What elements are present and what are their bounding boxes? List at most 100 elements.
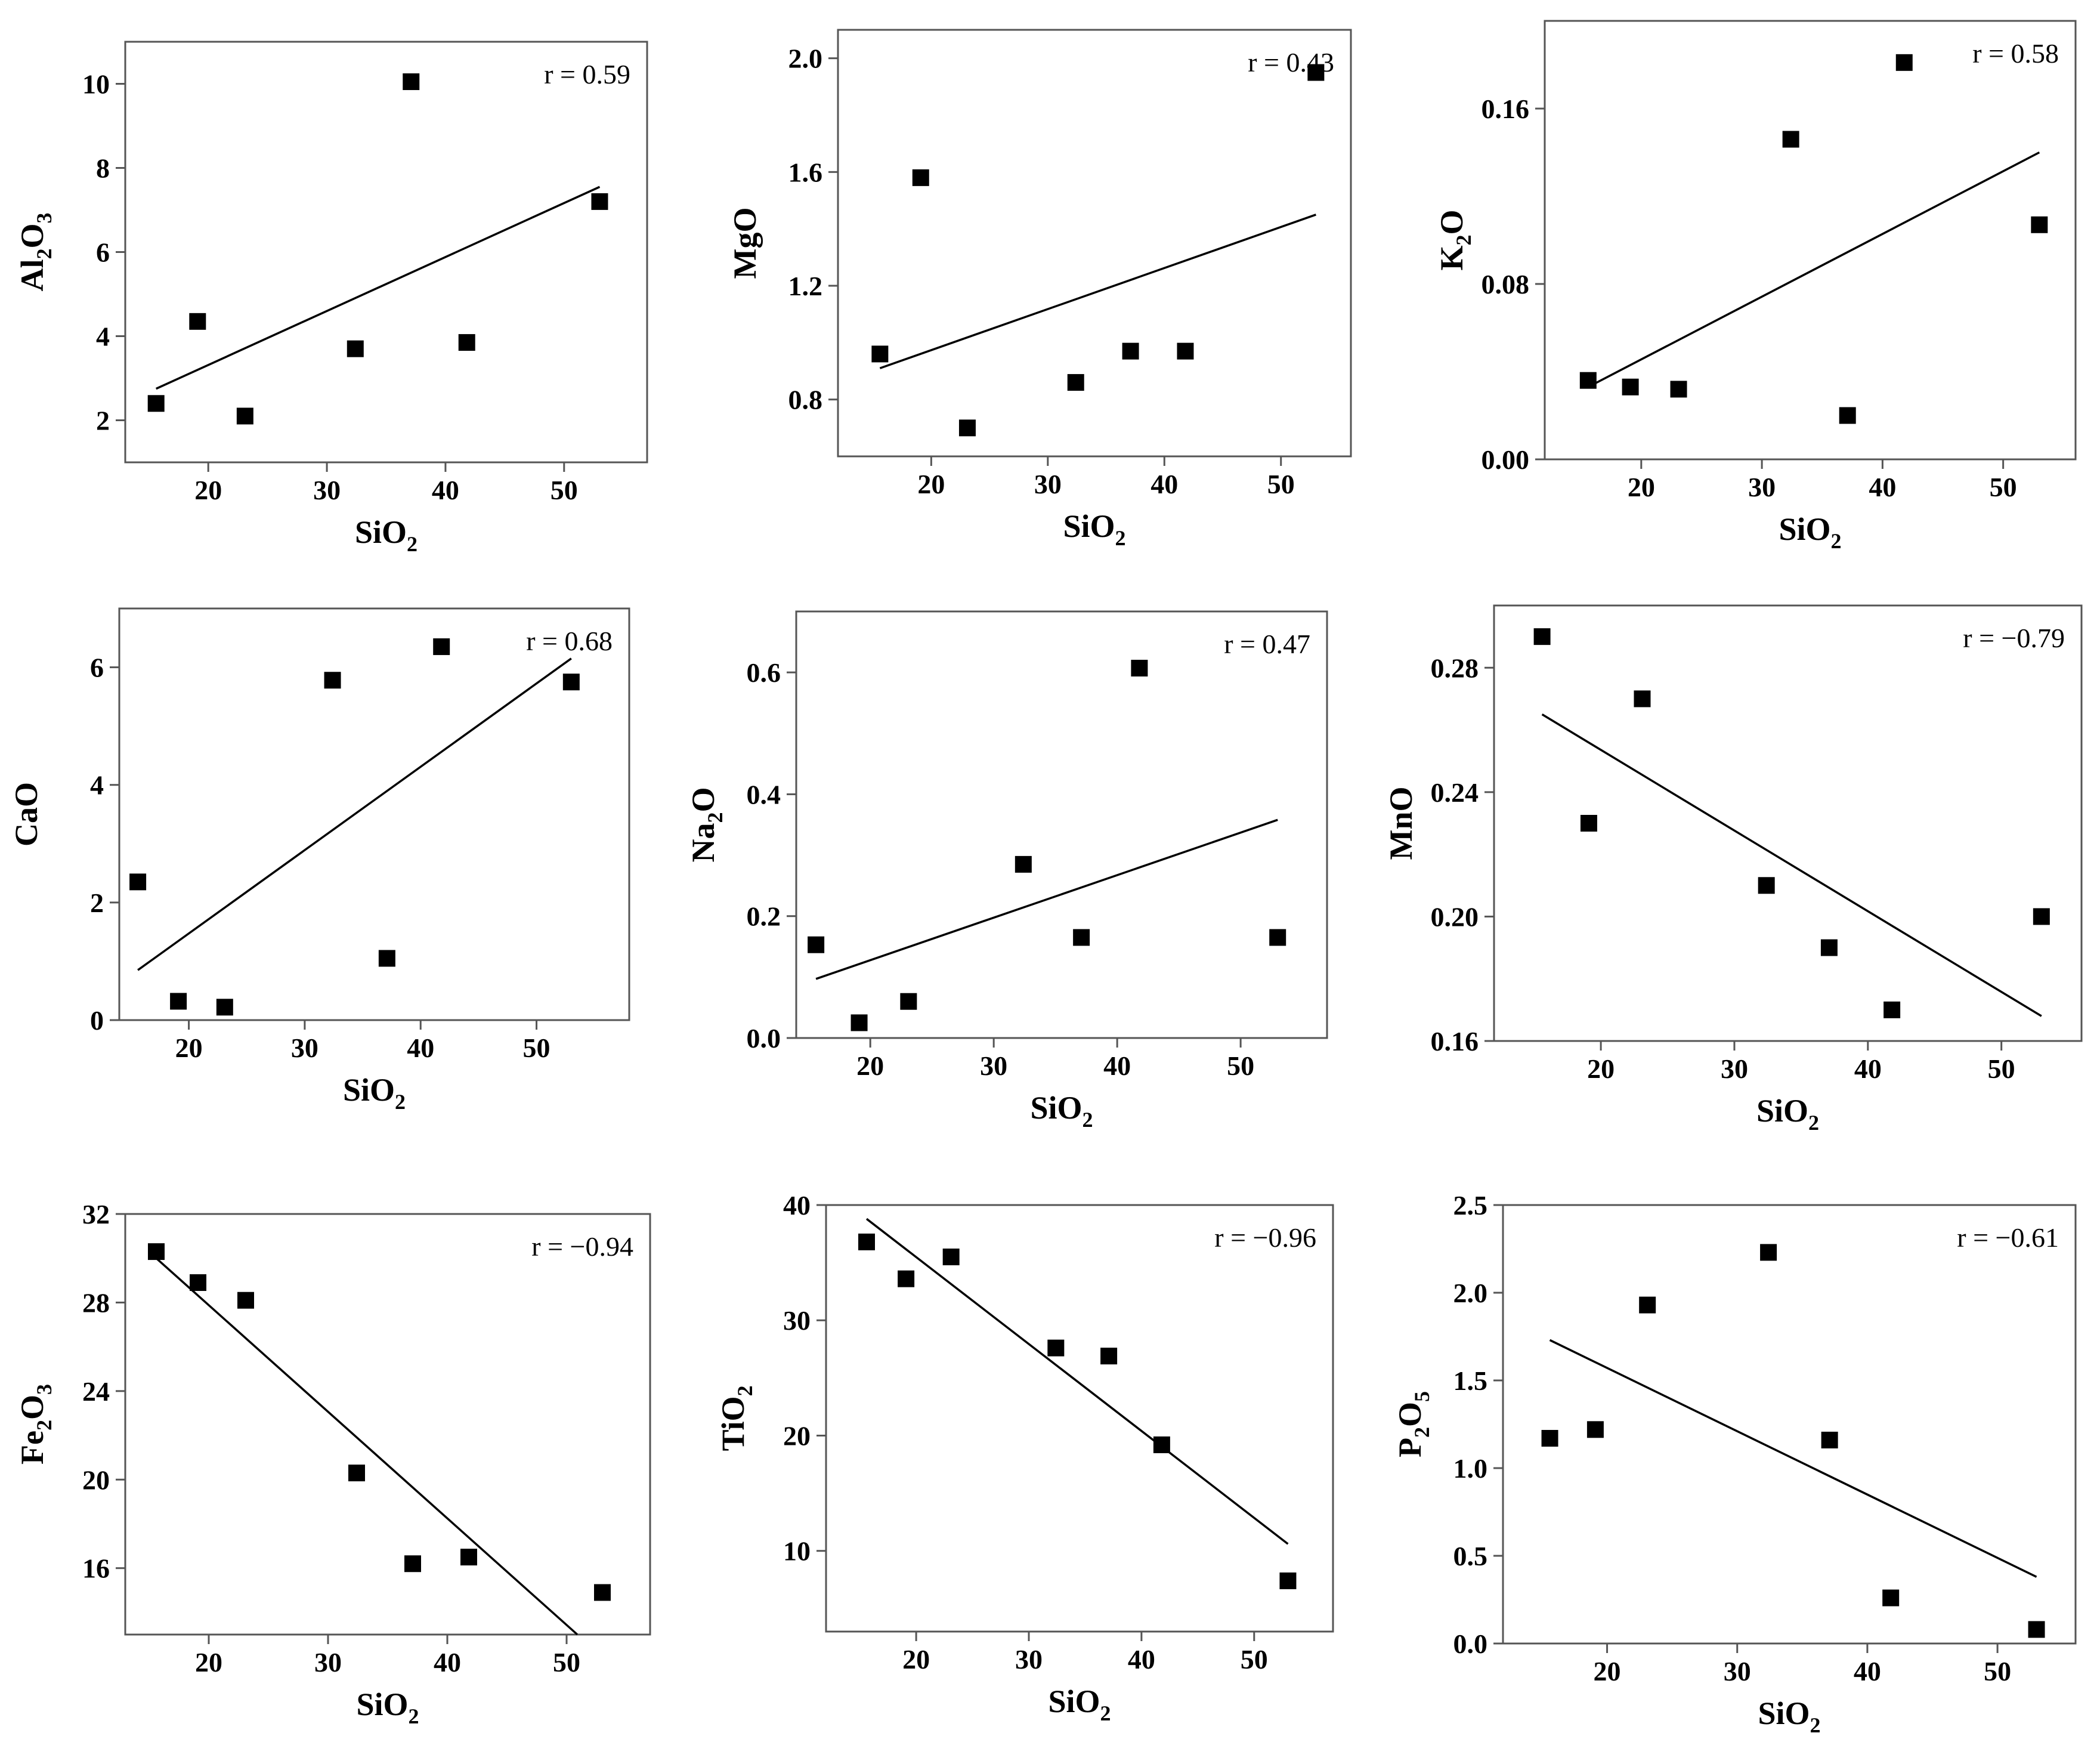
x-tick-label: 30 [1748,472,1776,502]
regression-line [1549,1339,2037,1578]
y-axis-label: TiO2 [715,1385,757,1451]
x-tick-label: 30 [1724,1656,1751,1686]
data-point [1782,131,1799,148]
x-tick-label: 40 [1869,472,1896,502]
data-point [1882,1589,1900,1607]
y-tick-label: 2 [96,406,110,436]
y-tick-label: 0.2 [747,901,781,932]
regression-line [879,214,1316,369]
data-point [433,638,450,656]
x-tick-label: 30 [1015,1644,1043,1675]
y-tick-label: 0.8 [788,385,823,415]
y-tick-label: 8 [96,153,110,184]
data-point [2031,216,2048,233]
x-axis-label: SiO2 [355,514,417,556]
x-tick-label: 50 [550,475,578,505]
chart-na2o: 20 30 40 50 0.0 0.2 0.4 0.6 SiO2 Na2O r = 0.47 [685,610,1328,1132]
data-point [458,334,475,351]
y-tick-label: 0.00 [1482,444,1530,475]
plot-frame [118,607,630,1021]
x-axis-label: SiO2 [1030,1090,1093,1132]
correlation-label: r = 0.47 [1224,629,1310,659]
x-tick-label: 30 [313,475,341,505]
data-point [1047,1339,1065,1357]
data-point [1821,1431,1838,1448]
x-tick-label: 20 [195,1647,222,1678]
y-axis-label: Fe2O3 [14,1384,56,1465]
plot-frame [795,610,1328,1039]
plot-frame [837,29,1352,458]
y-axis-label: Al2O3 [14,212,56,291]
y-tick-label: 32 [82,1199,110,1229]
data-point [1634,690,1651,708]
x-tick-label: 20 [1594,1656,1621,1686]
data-point [403,73,420,90]
data-point [378,950,395,967]
y-tick-label: 28 [82,1287,110,1318]
data-point [1067,374,1084,391]
x-tick-label: 40 [1103,1051,1131,1081]
regression-line [815,818,1278,980]
x-tick-label: 40 [1854,1656,1881,1686]
y-tick-label: 2.5 [1453,1190,1488,1221]
data-point [1622,378,1639,396]
data-point [942,1248,960,1265]
data-point [958,419,976,437]
data-point [129,873,147,891]
data-point [1269,929,1286,946]
y-axis-label: MnO [1383,786,1419,860]
plot-frame [124,41,648,464]
y-axis-label: Na2O [685,787,727,862]
regression-line [865,1218,1289,1545]
x-tick-label: 50 [1988,1054,2015,1084]
y-tick-label: 1.2 [788,271,823,301]
y-tick-label: 0 [90,1005,104,1036]
data-point [1670,381,1687,398]
plot-frame [124,1213,651,1636]
chart-fe2o3: 20 30 40 50 16 20 24 28 32 SiO2 Fe2O3 r = −0.94 [14,1199,651,1728]
y-tick-label: 4 [96,322,110,352]
regression-line [155,1257,579,1636]
x-tick-label: 20 [856,1051,884,1081]
y-tick-label: 0.5 [1453,1541,1488,1571]
x-tick-label: 50 [1267,469,1295,499]
x-tick-label: 30 [291,1033,318,1063]
data-point [912,169,929,186]
x-tick-label: 50 [553,1647,580,1678]
data-point [170,993,187,1010]
y-tick-label: 0.6 [747,657,781,688]
chart-mno: 20 30 40 50 0.16 0.20 0.24 0.28 SiO2 MnO r = −0.79 [1383,604,2083,1135]
plot-frame [1493,604,2083,1042]
x-tick-label: 50 [1241,1644,1268,1675]
x-axis-label: SiO2 [1048,1683,1111,1725]
y-axis-label: K2O [1434,209,1476,270]
data-point [236,407,253,425]
x-axis-label: SiO2 [356,1686,419,1728]
data-point [850,1014,868,1031]
data-point [562,674,580,691]
data-point [347,340,364,357]
y-axis-label: CaO [8,782,44,847]
plot-frame [825,1204,1334,1633]
data-point [189,313,206,330]
correlation-label: r = −0.96 [1214,1222,1316,1253]
data-point [2028,1621,2045,1638]
data-point [808,936,825,953]
y-tick-label: 0.28 [1431,653,1479,683]
regression-line [1541,713,2042,1017]
y-tick-label: 10 [82,69,110,100]
data-point [1760,1244,1777,1261]
data-point [900,993,917,1010]
x-tick-label: 50 [1990,472,2017,502]
x-tick-label: 40 [407,1033,434,1063]
x-tick-label: 20 [175,1033,203,1063]
regression-line [137,657,572,971]
correlation-label: r = −0.94 [531,1231,633,1262]
y-tick-label: 0.08 [1482,269,1530,299]
x-axis-label: SiO2 [1756,1093,1819,1135]
data-point [1533,628,1551,645]
regression-line [155,186,601,390]
data-point [1895,54,1913,71]
y-tick-label: 0.20 [1431,901,1479,932]
y-tick-label: 1.5 [1453,1366,1488,1396]
